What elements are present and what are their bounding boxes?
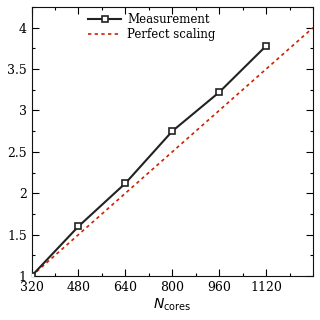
- Measurement: [217, 90, 221, 94]
- Measurement: [76, 224, 80, 228]
- Line: Measurement: Measurement: [28, 42, 270, 279]
- Measurement: [264, 44, 268, 48]
- Legend: Measurement, Perfect scaling: Measurement, Perfect scaling: [88, 13, 215, 41]
- Measurement: [124, 181, 127, 185]
- Measurement: [30, 274, 34, 278]
- Measurement: [170, 129, 174, 133]
- X-axis label: $N_\mathrm{cores}$: $N_\mathrm{cores}$: [153, 297, 191, 313]
